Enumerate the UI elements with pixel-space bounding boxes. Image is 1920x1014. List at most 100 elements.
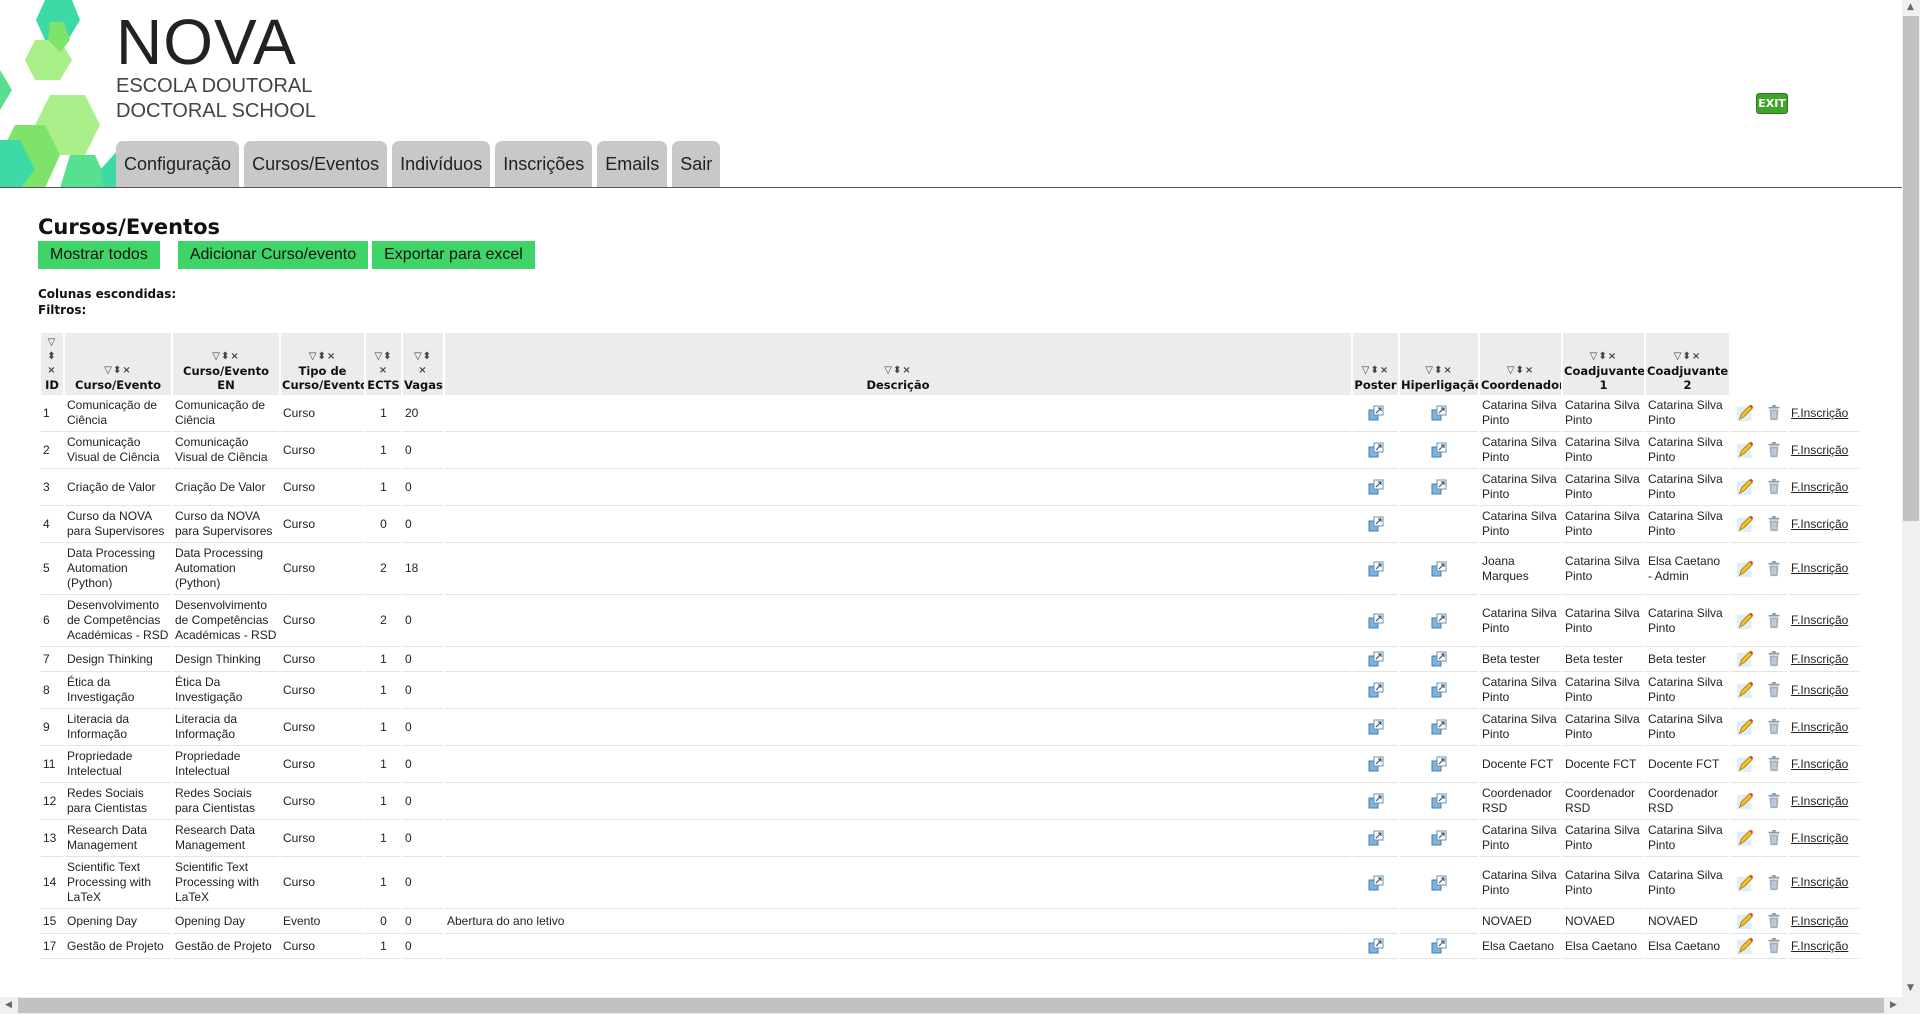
filter-sort-hide-icons[interactable]: ▽⬍× xyxy=(1361,365,1390,376)
nav-tab-sair[interactable]: Sair xyxy=(672,141,721,187)
filter-sort-hide-icons[interactable]: ▽⬍× xyxy=(1673,351,1702,362)
poster-open-icon[interactable] xyxy=(1368,561,1384,576)
delete-trash-icon[interactable] xyxy=(1766,913,1782,929)
hyperlink-open-icon[interactable] xyxy=(1431,479,1447,495)
delete-trash-icon[interactable] xyxy=(1766,938,1782,954)
filter-sort-hide-icons[interactable]: ▽⬍× xyxy=(1589,351,1618,362)
column-header[interactable]: ▽⬍× Hiperligação xyxy=(1400,333,1478,395)
column-header[interactable]: ▽⬍ × ECTS xyxy=(366,333,401,395)
registration-form-link[interactable]: F.Inscrição xyxy=(1791,561,1849,575)
column-header[interactable]: ▽⬍× Curso/Evento xyxy=(65,333,171,395)
column-header[interactable]: ▽⬍× Curso/Evento EN xyxy=(173,333,279,395)
hyperlink-open-icon[interactable] xyxy=(1431,561,1447,576)
edit-pencil-icon[interactable] xyxy=(1736,937,1754,955)
hyperlink-open-icon[interactable] xyxy=(1431,830,1447,846)
nav-tab-configuracao[interactable]: Configuração xyxy=(116,141,240,187)
filter-sort-hide-icons[interactable]: ▽⬍× xyxy=(884,365,912,376)
delete-trash-icon[interactable] xyxy=(1766,830,1782,846)
scroll-left-icon[interactable]: ◀ xyxy=(5,1000,12,1010)
registration-form-link[interactable]: F.Inscrição xyxy=(1791,913,1849,928)
edit-pencil-icon[interactable] xyxy=(1736,829,1754,847)
filter-sort-hide-icons[interactable]: ▽⬍× xyxy=(212,351,240,362)
delete-trash-icon[interactable] xyxy=(1766,612,1782,628)
hyperlink-open-icon[interactable] xyxy=(1431,938,1447,954)
poster-open-icon[interactable] xyxy=(1368,682,1384,698)
registration-form-link[interactable]: F.Inscrição xyxy=(1791,875,1849,889)
column-header[interactable]: ▽⬍× Coordenador xyxy=(1480,333,1561,395)
hyperlink-open-icon[interactable] xyxy=(1431,682,1447,698)
filter-sort-hide-icons[interactable]: ▽⬍× xyxy=(413,351,433,376)
poster-open-icon[interactable] xyxy=(1368,793,1384,809)
delete-trash-icon[interactable] xyxy=(1766,560,1782,576)
delete-trash-icon[interactable] xyxy=(1766,479,1782,495)
edit-pencil-icon[interactable] xyxy=(1736,792,1754,810)
edit-pencil-icon[interactable] xyxy=(1736,912,1754,930)
hyperlink-open-icon[interactable] xyxy=(1431,651,1447,667)
column-header[interactable]: ▽⬍× Tipo de Curso/Evento xyxy=(281,333,364,395)
delete-trash-icon[interactable] xyxy=(1766,719,1782,735)
nav-tab-inscricoes[interactable]: Inscrições xyxy=(495,141,593,187)
registration-form-link[interactable]: F.Inscrição xyxy=(1791,516,1849,531)
column-header[interactable]: ▽⬍× Descrição xyxy=(445,333,1351,395)
poster-open-icon[interactable] xyxy=(1368,651,1384,667)
registration-form-link[interactable]: F.Inscrição xyxy=(1791,756,1849,771)
filter-sort-hide-icons[interactable]: ▽⬍× xyxy=(374,351,393,376)
nav-tab-individuos[interactable]: Indivíduos xyxy=(392,141,491,187)
scroll-down-icon[interactable]: ▼ xyxy=(1907,983,1914,993)
hyperlink-open-icon[interactable] xyxy=(1431,719,1447,735)
hyperlink-open-icon[interactable] xyxy=(1431,875,1447,890)
delete-trash-icon[interactable] xyxy=(1766,405,1782,421)
filter-sort-hide-icons[interactable]: ▽⬍× xyxy=(1506,365,1535,376)
column-header[interactable]: ▽⬍× Poster xyxy=(1353,333,1398,395)
hyperlink-open-icon[interactable] xyxy=(1431,405,1447,421)
poster-open-icon[interactable] xyxy=(1368,875,1384,890)
edit-pencil-icon[interactable] xyxy=(1736,441,1754,459)
delete-trash-icon[interactable] xyxy=(1766,756,1782,772)
poster-open-icon[interactable] xyxy=(1368,938,1384,954)
scroll-up-icon[interactable]: ▲ xyxy=(1907,2,1914,12)
registration-form-link[interactable]: F.Inscrição xyxy=(1791,651,1849,666)
registration-form-link[interactable]: F.Inscrição xyxy=(1791,405,1849,420)
hyperlink-open-icon[interactable] xyxy=(1431,442,1447,458)
filter-sort-hide-icons[interactable]: ▽⬍× xyxy=(104,365,132,376)
poster-open-icon[interactable] xyxy=(1368,613,1384,628)
exit-button[interactable]: EXIT xyxy=(1756,93,1788,114)
registration-form-link[interactable]: F.Inscrição xyxy=(1791,719,1849,734)
export-excel-button[interactable]: Exportar para excel xyxy=(372,241,535,269)
column-header[interactable]: ▽⬍× Coadjuvante 2 xyxy=(1646,333,1729,395)
edit-pencil-icon[interactable] xyxy=(1736,515,1754,533)
horizontal-scroll-thumb[interactable] xyxy=(18,998,1884,1013)
column-header[interactable]: ▽ ⬍ × ID xyxy=(41,333,63,395)
column-header[interactable]: ▽⬍ × Vagas xyxy=(403,333,443,395)
delete-trash-icon[interactable] xyxy=(1766,874,1782,890)
edit-pencil-icon[interactable] xyxy=(1736,650,1754,668)
registration-form-link[interactable]: F.Inscrição xyxy=(1791,938,1849,953)
edit-pencil-icon[interactable] xyxy=(1736,755,1754,773)
add-course-button[interactable]: Adicionar Curso/evento xyxy=(177,241,369,269)
registration-form-link[interactable]: F.Inscrição xyxy=(1791,830,1849,845)
edit-pencil-icon[interactable] xyxy=(1736,612,1754,629)
scroll-right-icon[interactable]: ▶ xyxy=(1890,1000,1897,1010)
hyperlink-open-icon[interactable] xyxy=(1431,793,1447,809)
registration-form-link[interactable]: F.Inscrição xyxy=(1791,442,1849,457)
registration-form-link[interactable]: F.Inscrição xyxy=(1791,613,1849,627)
delete-trash-icon[interactable] xyxy=(1766,442,1782,458)
horizontal-scrollbar[interactable]: ◀ ▶ xyxy=(0,997,1920,1014)
poster-open-icon[interactable] xyxy=(1368,830,1384,846)
registration-form-link[interactable]: F.Inscrição xyxy=(1791,793,1849,808)
vertical-scrollbar[interactable]: ▲ ▼ xyxy=(1902,0,1920,997)
hyperlink-open-icon[interactable] xyxy=(1431,613,1447,628)
delete-trash-icon[interactable] xyxy=(1766,793,1782,809)
delete-trash-icon[interactable] xyxy=(1766,682,1782,698)
edit-pencil-icon[interactable] xyxy=(1736,560,1754,577)
poster-open-icon[interactable] xyxy=(1368,719,1384,735)
poster-open-icon[interactable] xyxy=(1368,479,1384,495)
edit-pencil-icon[interactable] xyxy=(1736,874,1754,891)
column-header[interactable]: ▽⬍× Coadjuvante 1 xyxy=(1563,333,1644,395)
filter-sort-hide-icons[interactable]: ▽⬍× xyxy=(1425,365,1453,376)
filter-sort-hide-icons[interactable]: ▽⬍× xyxy=(47,337,57,376)
nav-tab-cursos-eventos[interactable]: Cursos/Eventos xyxy=(244,141,388,187)
edit-pencil-icon[interactable] xyxy=(1736,404,1754,422)
hyperlink-open-icon[interactable] xyxy=(1431,756,1447,772)
show-all-button[interactable]: Mostrar todos xyxy=(38,241,160,269)
